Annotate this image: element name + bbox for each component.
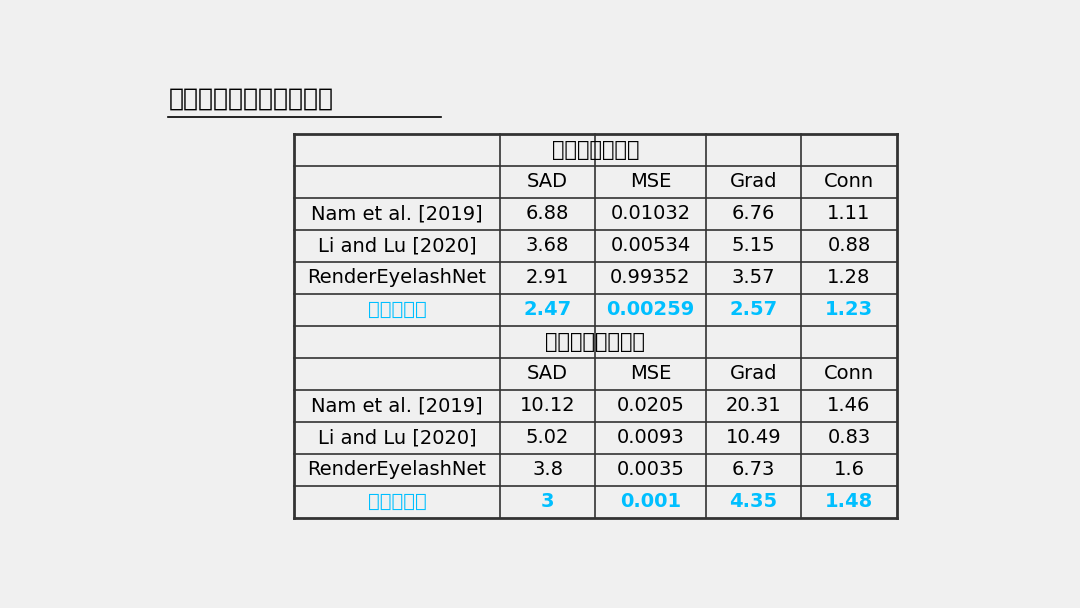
Text: 0.0093: 0.0093 [617,428,685,447]
Text: 2.91: 2.91 [526,268,569,288]
Text: 10.12: 10.12 [519,396,576,415]
Text: 采集测试数据集: 采集测试数据集 [552,140,639,160]
Text: 0.00259: 0.00259 [606,300,694,319]
Text: 0.88: 0.88 [827,237,870,255]
Text: 6.73: 6.73 [731,460,775,479]
Text: 互联网测试数据集: 互联网测试数据集 [545,332,646,352]
Text: 0.01032: 0.01032 [610,204,690,223]
Text: 10.49: 10.49 [726,428,781,447]
Text: 0.0205: 0.0205 [617,396,685,415]
Text: Conn: Conn [824,172,874,192]
Text: 3.57: 3.57 [731,268,775,288]
Text: 6.88: 6.88 [526,204,569,223]
Text: Grad: Grad [730,364,778,383]
Text: 1.48: 1.48 [825,492,873,511]
Text: 2.57: 2.57 [729,300,778,319]
Text: 与最先进的方法进行比较: 与最先进的方法进行比较 [168,87,334,111]
Text: 1.6: 1.6 [834,460,864,479]
Text: 3: 3 [541,492,554,511]
Text: SAD: SAD [527,364,568,383]
Text: Nam et al. [2019]: Nam et al. [2019] [311,204,483,223]
Text: Conn: Conn [824,364,874,383]
Text: 我们的结果: 我们的结果 [367,300,427,319]
Text: Nam et al. [2019]: Nam et al. [2019] [311,396,483,415]
Text: 3.68: 3.68 [526,237,569,255]
Text: 5.15: 5.15 [731,237,775,255]
Text: 0.0035: 0.0035 [617,460,685,479]
Text: 0.99352: 0.99352 [610,268,691,288]
Text: Grad: Grad [730,172,778,192]
Text: 0.83: 0.83 [827,428,870,447]
Text: 6.76: 6.76 [731,204,775,223]
Text: 0.00534: 0.00534 [610,237,690,255]
Text: 1.46: 1.46 [827,396,870,415]
Text: Li and Lu [2020]: Li and Lu [2020] [318,428,476,447]
Text: 1.28: 1.28 [827,268,870,288]
Text: 2.47: 2.47 [524,300,571,319]
Text: RenderEyelashNet: RenderEyelashNet [308,460,486,479]
Text: MSE: MSE [630,172,671,192]
Text: 5.02: 5.02 [526,428,569,447]
Text: 3.8: 3.8 [532,460,563,479]
Text: 1.11: 1.11 [827,204,870,223]
Text: Li and Lu [2020]: Li and Lu [2020] [318,237,476,255]
Text: SAD: SAD [527,172,568,192]
Text: 0.001: 0.001 [620,492,681,511]
Text: 1.23: 1.23 [825,300,873,319]
Text: MSE: MSE [630,364,671,383]
Text: 我们的结果: 我们的结果 [367,492,427,511]
Text: 4.35: 4.35 [729,492,778,511]
Text: RenderEyelashNet: RenderEyelashNet [308,268,486,288]
Text: 20.31: 20.31 [726,396,781,415]
